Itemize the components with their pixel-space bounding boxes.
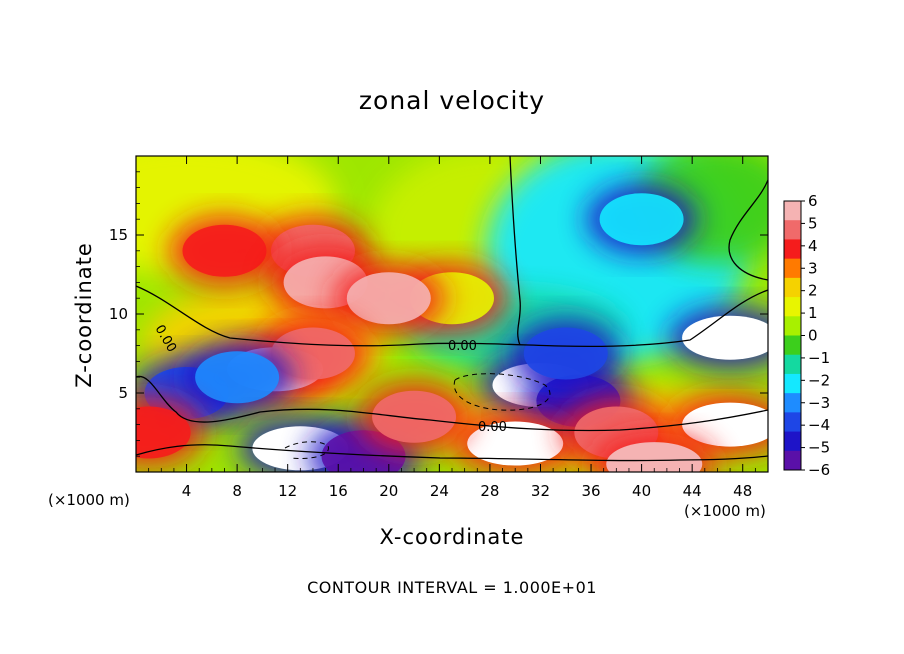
colorbar-swatch-11: [784, 412, 801, 433]
colorbar-swatch-7: [784, 335, 801, 356]
x-tick-label-7: 32: [531, 482, 550, 500]
colorbar-tick-label-9: −3: [808, 394, 830, 412]
contour-label-1: 0.00: [478, 420, 507, 435]
x-ticks: 4 8 12 16 20 24 28 32 36 40 44 48: [148, 156, 756, 500]
x-tick-label-5: 24: [430, 482, 449, 500]
blob-11: [467, 421, 564, 466]
colorbar-tick-label-8: −2: [808, 371, 830, 389]
colorbar-swatch-0: [784, 201, 801, 221]
x-tick-label-8: 36: [581, 482, 600, 500]
x-tick-label-2: 12: [278, 482, 297, 500]
x-tick-label-9: 40: [632, 482, 651, 500]
colorbar-tick-label-6: 0: [808, 327, 818, 345]
contour-interval-note: CONTOUR INTERVAL = 1.000E+01: [307, 578, 597, 597]
x-tick-label-3: 16: [329, 482, 348, 500]
x-unit-label-right: (×1000 m): [684, 502, 766, 520]
colorbar-swatch-1: [784, 220, 801, 240]
x-unit-label-left: (×1000 m): [48, 491, 130, 509]
colorbar-tick-label-11: −5: [808, 439, 830, 457]
colorbar-tick-label-7: −1: [808, 349, 830, 367]
contour-dashed-1: [284, 441, 329, 459]
blob-13: [682, 402, 768, 447]
contour-dashed-0: [453, 373, 551, 411]
contour-label-0: 0.00: [448, 339, 477, 354]
colorbar-swatch-9: [784, 373, 801, 394]
colorbar-tick-label-4: 2: [808, 282, 818, 300]
blob-7: [270, 327, 355, 380]
colorbar-tick-label-3: 3: [808, 259, 818, 277]
contour-line-4: [728, 179, 768, 281]
colorbar-tick-label-2: 4: [808, 237, 818, 255]
heatmap-field: [136, 156, 768, 472]
contour-line-3: [509, 156, 521, 346]
colorbar-swatch-3: [784, 258, 801, 279]
chart-title: zonal velocity: [358, 86, 546, 115]
blob-14: [682, 315, 768, 360]
x-tick-label-1: 8: [232, 482, 242, 500]
colorbar-tick-label-1: 5: [808, 214, 818, 232]
blob-5: [346, 272, 431, 325]
colorbar-swatch-8: [784, 354, 801, 375]
colorbar-swatch-2: [784, 239, 801, 260]
colorbar-swatch-12: [784, 431, 801, 452]
x-tick-label-10: 44: [683, 482, 702, 500]
colorbar-tick-label-12: −6: [808, 461, 830, 479]
blob-20: [372, 390, 457, 443]
x-axis-label: X-coordinate: [0, 525, 904, 549]
x-tick-label-0: 4: [182, 482, 192, 500]
contour-line-0: [136, 285, 768, 347]
contour-line-1: [136, 375, 768, 432]
blob-10: [523, 327, 608, 380]
colorbar-swatch-4: [784, 277, 801, 298]
x-axis-label-text: X-coordinate: [379, 525, 525, 549]
colorbar-swatch-6: [784, 316, 801, 336]
contour-lines: 0.000.000.00: [136, 156, 768, 462]
colorbar-swatch-5: [784, 297, 801, 317]
colorbar-swatch-13: [784, 450, 801, 471]
x-tick-label-6: 28: [480, 482, 499, 500]
colorbar-swatch-10: [784, 393, 801, 413]
y-tick-label-1: 10: [109, 305, 128, 323]
x-tick-label-4: 20: [379, 482, 398, 500]
colorbar-tick-label-0: 6: [808, 192, 818, 210]
colorbar-tick-label-5: 1: [808, 304, 818, 322]
blob-16: [195, 351, 280, 404]
contour-line-2: [136, 444, 768, 462]
colorbar: 6 5 4 3 2 1 0 −1 −2 −3 −4 −5 −6: [783, 192, 830, 479]
colorbar-tick-label-10: −4: [808, 416, 830, 434]
y-ticks: 5 10 15: [109, 171, 768, 457]
blob-17: [136, 406, 191, 459]
blob-21: [606, 442, 703, 472]
y-tick-label-2: 15: [109, 226, 128, 244]
y-tick-label-0: 5: [118, 384, 128, 402]
blob-1: [599, 193, 684, 246]
blob-3: [182, 224, 267, 277]
x-tick-label-11: 48: [733, 482, 752, 500]
